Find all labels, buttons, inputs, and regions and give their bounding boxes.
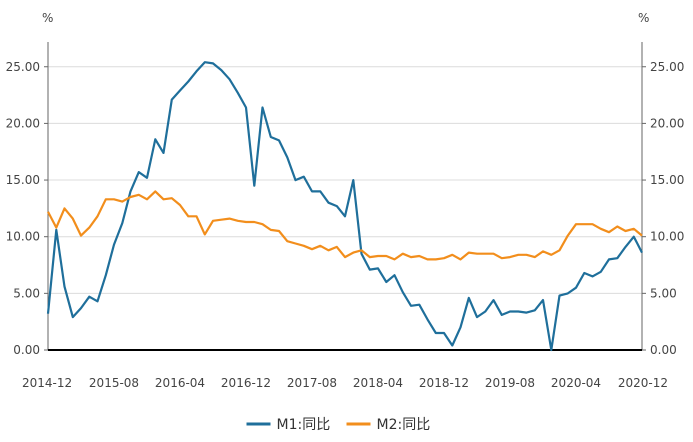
x-tick-label: 2015-08: [89, 376, 139, 390]
x-tick-label: 2016-04: [155, 376, 205, 390]
x-tick-label: 2020-04: [551, 376, 601, 390]
right-tick-label: 5.00: [650, 286, 677, 300]
series-line-1: [46, 61, 643, 352]
left-tick-label: 15.00: [6, 173, 40, 187]
series-line-2: [47, 190, 643, 261]
right-tick-label: 20.00: [650, 116, 684, 130]
x-tick-label: 2017-08: [287, 376, 337, 390]
right-tick-label: 25.00: [650, 60, 684, 74]
left-tick-label: 5.00: [13, 286, 40, 300]
grid: [48, 66, 642, 294]
left-tick-label: 0.00: [13, 343, 40, 357]
legend-label-2: M2:同比: [377, 417, 431, 433]
left-tick-label: 20.00: [6, 116, 40, 130]
x-tick-label: 2019-08: [485, 376, 535, 390]
right-tick-label: 10.00: [650, 230, 684, 244]
right-axis-unit: %: [638, 11, 649, 25]
legend-label-1: M1:同比: [277, 417, 331, 433]
right-tick-label: 0.00: [650, 343, 677, 357]
x-tick-label: 2018-04: [353, 376, 403, 390]
right-y-ticks: 0.00 5.00 10.00 15.00 20.00 25.00: [642, 60, 684, 357]
x-ticks: 2014-12 2015-08 2016-04 2016-12 2017-08 2018-…: [22, 376, 668, 390]
left-y-ticks: 0.00 5.00 10.00 15.00 20.00 25.00: [6, 60, 48, 357]
x-tick-label: 2014-12: [22, 376, 72, 390]
left-axis-unit: %: [42, 11, 53, 25]
x-tick-label: 2016-12: [221, 376, 271, 390]
right-tick-label: 15.00: [650, 173, 684, 187]
x-tick-label: 2018-12: [419, 376, 469, 390]
axes: % %: [42, 11, 649, 351]
x-tick-label: 2020-12: [618, 376, 668, 390]
left-tick-label: 10.00: [6, 230, 40, 244]
legend: M1:同比 M2:同比: [246, 417, 431, 433]
left-tick-label: 25.00: [6, 60, 40, 74]
series: [46, 61, 643, 352]
